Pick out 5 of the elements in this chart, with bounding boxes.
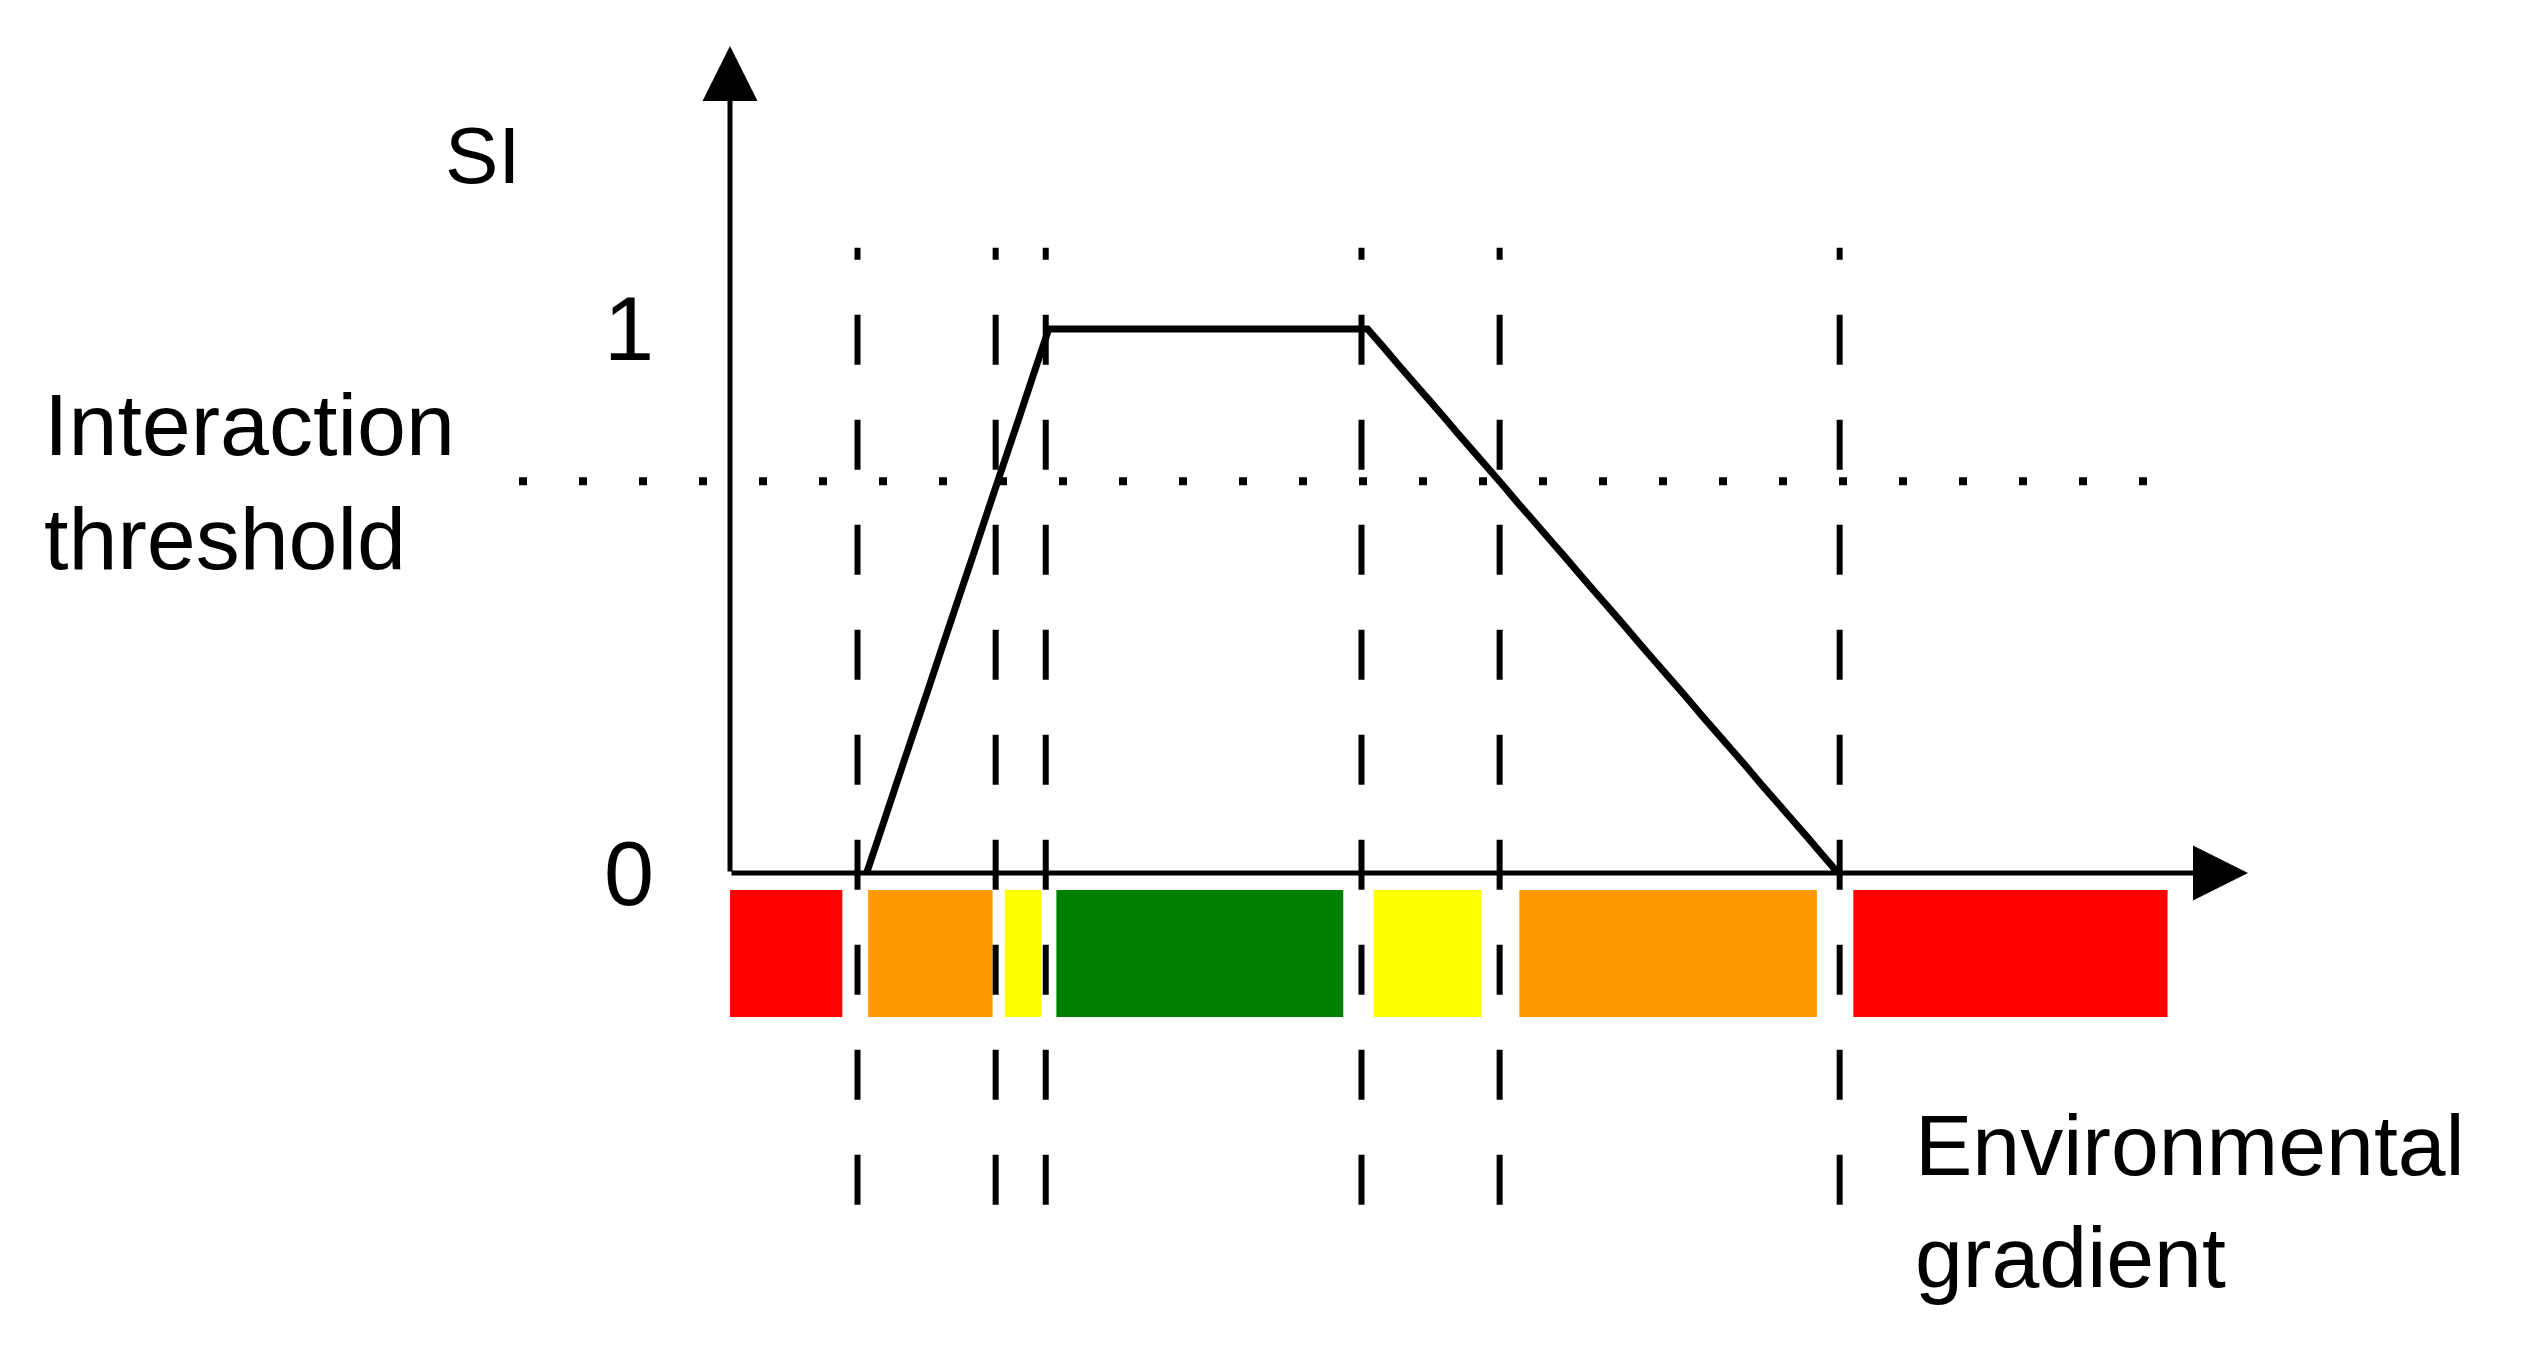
y-tick-label: 1 bbox=[603, 279, 654, 380]
y-tick-label: 0 bbox=[603, 823, 654, 924]
ref-line-label: Interaction threshold bbox=[44, 375, 455, 589]
y-axis-title: SI bbox=[445, 111, 521, 200]
x-axis-title: Environmental gradient bbox=[1915, 1097, 2465, 1305]
